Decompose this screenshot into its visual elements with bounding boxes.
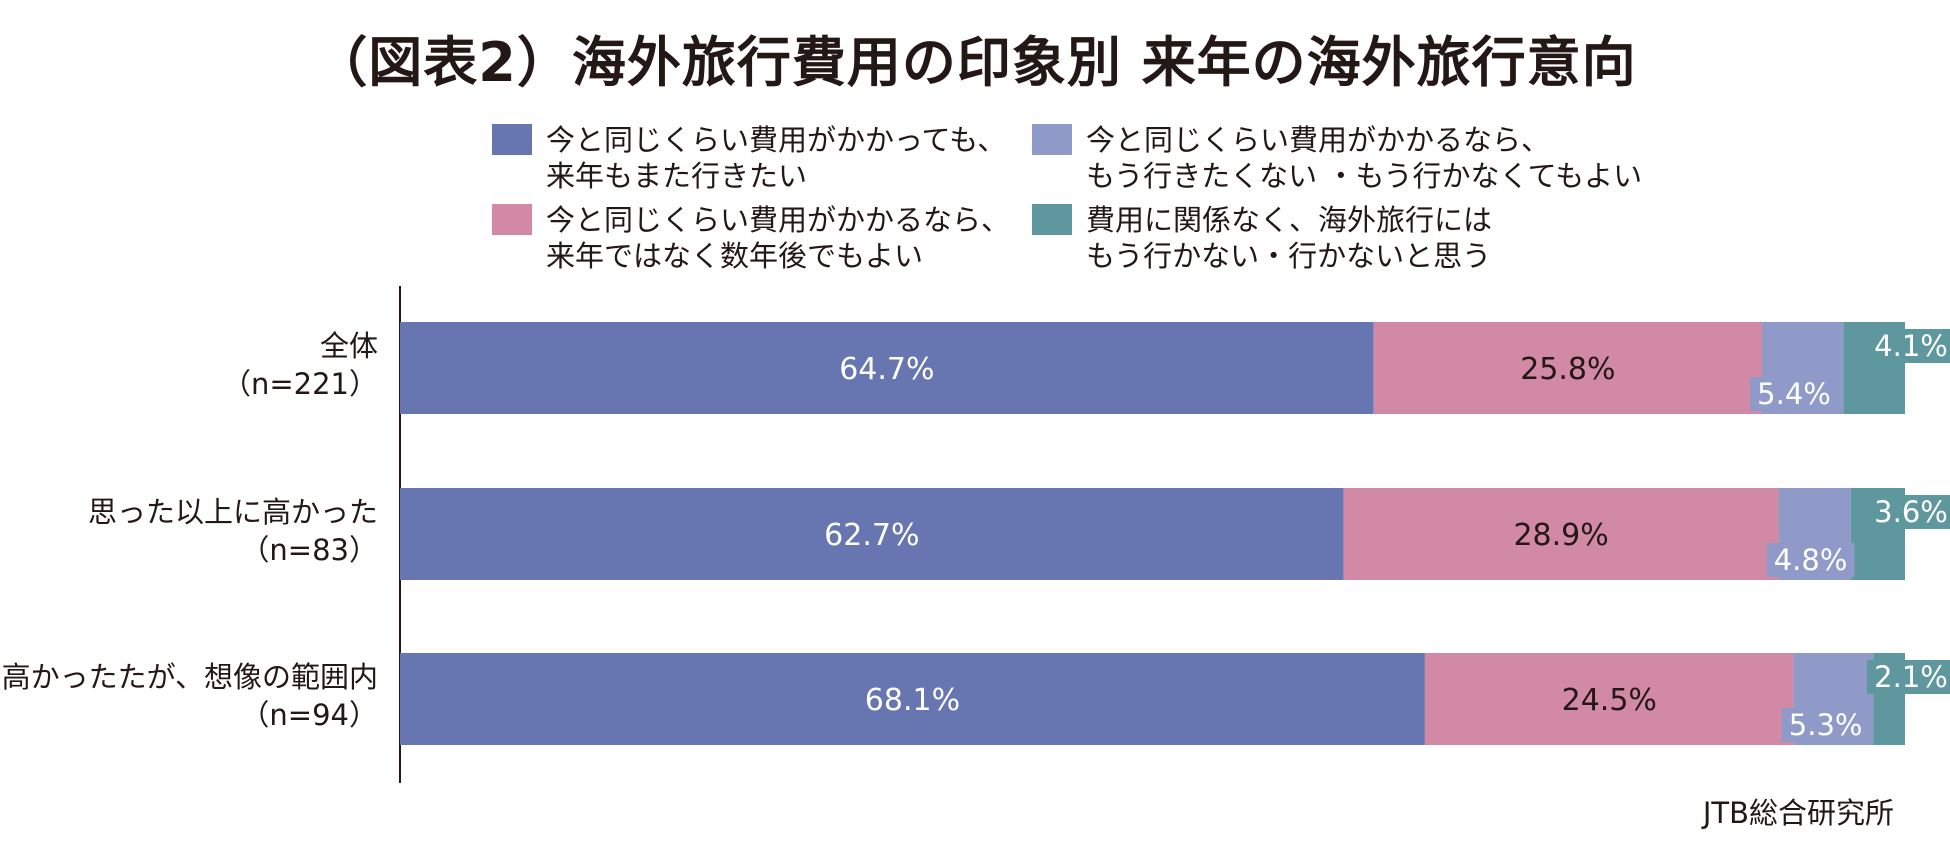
data-label-box: [1867, 660, 1950, 694]
category-label: 高かったたが、想像の範囲内: [2, 660, 378, 694]
bar-segment: [400, 653, 1425, 745]
legend-item-few-years-later: 今と同じくらい費用がかかるなら、 来年ではなく数年後でもよい: [492, 202, 1010, 274]
legend-item-again-next-year: 今と同じくらい費用がかかっても、 来年もまた行きたい: [492, 122, 1006, 194]
legend-label-again-next-year: 今と同じくらい費用がかかっても、 来年もまた行きたい: [546, 123, 1007, 193]
data-label: 3.6%: [1874, 495, 1948, 529]
data-label: 4.1%: [1874, 329, 1948, 363]
legend-label-not-go-same-cost: 今と同じくらい費用がかかるなら、 もう行きたくない ・もう行かなくてもよい: [1086, 123, 1643, 193]
category-label: （n=83）: [240, 533, 378, 567]
legend-label-few-years-later: 今と同じくらい費用がかかるなら、 来年ではなく数年後でもよい: [546, 203, 1011, 273]
legend-item-never-go: 費用に関係なく、海外旅行には もう行かない・行かないと思う: [1032, 202, 1492, 274]
data-label-box: [1766, 543, 1855, 577]
data-label: 5.4%: [1757, 377, 1831, 411]
bar-segment: [1343, 488, 1779, 580]
bar-segment: [1373, 322, 1763, 414]
data-label: 28.9%: [1513, 518, 1608, 553]
chart-title: （図表2）海外旅行費用の印象別 来年の海外旅行意向: [313, 31, 1637, 94]
category-label: 全体: [320, 329, 378, 363]
legend-label-never-go: 費用に関係なく、海外旅行には もう行かない・行かないと思う: [1086, 203, 1493, 273]
data-label: 25.8%: [1520, 352, 1615, 387]
data-label: 24.5%: [1562, 683, 1657, 718]
category-label: 思った以上に高かった: [88, 495, 378, 529]
data-label: 62.7%: [824, 518, 919, 553]
legend-swatch-few-years-later: [492, 204, 532, 235]
source-credit: JTB総合研究所: [1702, 796, 1894, 830]
legend-swatch-again-next-year: [492, 124, 532, 155]
data-label-box: [1750, 377, 1839, 411]
category-label: （n=221）: [222, 367, 378, 401]
legend-item-not-go-same-cost: 今と同じくらい費用がかかるなら、 もう行きたくない ・もう行かなくてもよい: [1032, 122, 1642, 194]
data-label: 5.3%: [1789, 708, 1863, 742]
data-label-box: [1781, 708, 1870, 742]
legend-swatch-not-go-same-cost: [1032, 124, 1072, 155]
bar-segment: [1424, 653, 1794, 745]
category-label: （n=94）: [240, 698, 378, 732]
bar-segment: [400, 488, 1344, 580]
bar-segment: [400, 322, 1374, 414]
data-label-box: [1867, 329, 1950, 363]
data-label: 2.1%: [1874, 660, 1948, 694]
data-label: 68.1%: [865, 683, 960, 718]
data-label-box: [1867, 495, 1950, 529]
legend-swatch-never-go: [1032, 204, 1072, 235]
data-label: 4.8%: [1774, 543, 1848, 577]
data-label: 64.7%: [839, 352, 934, 387]
